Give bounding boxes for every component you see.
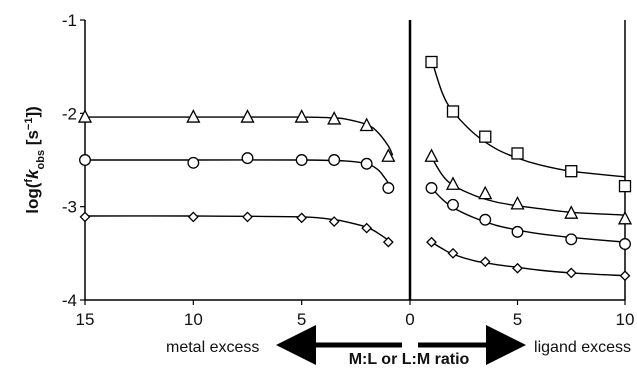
diamond-marker [328, 216, 340, 228]
data-markers [77, 55, 633, 282]
metal-excess-label: metal excess [166, 339, 259, 356]
diamond-marker [565, 267, 577, 279]
diamond-marker [426, 236, 437, 248]
y-tick-label: -1 [62, 11, 77, 30]
circle-marker [619, 238, 631, 250]
triangle-marker [510, 195, 525, 210]
circle-left-fit-curve [84, 159, 392, 187]
triangle-marker [617, 210, 633, 225]
y-tick-label: -3 [62, 198, 77, 217]
square-marker [425, 55, 438, 69]
square-marker [565, 165, 578, 178]
triangle-marker [327, 111, 342, 125]
triangle-left-fit-curve [85, 116, 394, 156]
triangle-marker [77, 109, 93, 123]
triangle-marker [564, 205, 579, 219]
triangle-marker [445, 176, 461, 190]
diamond-marker [296, 212, 308, 224]
circle-marker [187, 156, 200, 169]
x-ticks: 15 10 5 0 5 10 [76, 300, 635, 329]
circle-marker [382, 182, 395, 194]
circle-marker [447, 198, 459, 211]
triangle-marker [294, 109, 309, 123]
y-tick-label: -2 [62, 104, 77, 123]
triangle-marker [359, 117, 374, 132]
diamond-marker [79, 211, 91, 223]
square-right-fit-curve [430, 58, 626, 178]
diamond-marker [242, 211, 253, 223]
x-tick-label: 5 [297, 310, 306, 329]
triangle-marker [240, 109, 255, 123]
triangle-marker [381, 148, 396, 162]
square-marker [479, 130, 492, 143]
diamond-marker [382, 236, 394, 248]
diamond-marker [479, 256, 491, 268]
circle-marker [241, 152, 254, 165]
diamond-marker [187, 211, 199, 223]
circle-marker [328, 154, 341, 166]
triangle-right-fit-curve [430, 156, 626, 216]
square-marker [446, 105, 460, 118]
diamond-marker [619, 270, 631, 282]
circle-right-fit-curve [430, 187, 626, 243]
diamond-left-fit-curve [84, 215, 391, 243]
diamond-marker [512, 262, 523, 274]
circle-marker [511, 225, 524, 238]
triangle-marker [478, 185, 493, 200]
y-axis-label: log(fkobs [s−1]) [23, 106, 47, 214]
triangle-marker [424, 148, 439, 162]
diamond-marker [447, 247, 459, 259]
circle-marker [79, 154, 91, 166]
triangle-marker [186, 109, 201, 123]
y-tick-label: -4 [62, 291, 77, 310]
y-ticks: -1 -2 -3 -4 [62, 11, 85, 310]
diamond-right-fit-curve [431, 241, 626, 277]
x-tick-label: 0 [405, 310, 414, 329]
x-tick-label: 15 [76, 310, 95, 329]
x-tick-label: 10 [616, 310, 635, 329]
circle-marker [565, 233, 578, 246]
circle-marker [295, 154, 308, 166]
circle-marker [425, 182, 438, 194]
square-marker [618, 179, 632, 193]
x-axis-label: M:L or L:M ratio [349, 351, 470, 368]
circle-marker [479, 213, 492, 226]
x-tick-label: 5 [513, 310, 522, 329]
square-marker [511, 147, 524, 160]
fit-curves [84, 58, 626, 277]
x-tick-label: 10 [184, 310, 203, 329]
diamond-marker [361, 222, 373, 234]
ligand-excess-label: ligand excess [534, 339, 631, 356]
circle-marker [360, 157, 373, 170]
